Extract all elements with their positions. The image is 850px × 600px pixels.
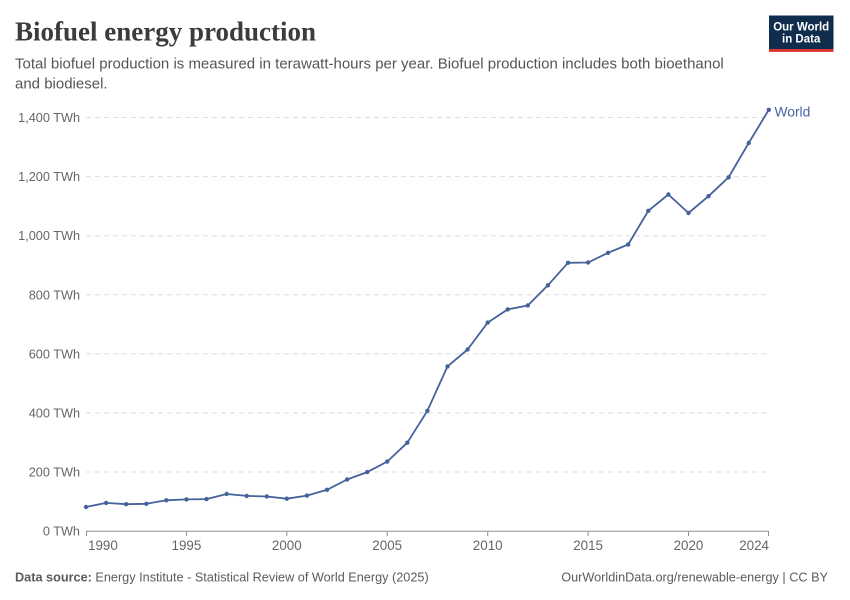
svg-text:400 TWh: 400 TWh (29, 406, 80, 420)
svg-text:2015: 2015 (573, 538, 603, 553)
svg-text:1990: 1990 (88, 538, 118, 553)
svg-text:Data source: Energy Institute: Data source: Energy Institute - Statisti… (15, 571, 429, 585)
svg-text:1,000 TWh: 1,000 TWh (18, 229, 80, 243)
svg-text:1995: 1995 (172, 538, 202, 553)
svg-text:in Data: in Data (782, 33, 821, 45)
svg-text:0 TWh: 0 TWh (43, 525, 80, 539)
svg-text:Biofuel energy production: Biofuel energy production (15, 17, 316, 47)
svg-text:2005: 2005 (372, 538, 402, 553)
svg-text:1,200 TWh: 1,200 TWh (18, 170, 80, 184)
svg-text:World: World (775, 105, 811, 120)
svg-text:Total biofuel production is me: Total biofuel production is measured in … (15, 56, 724, 73)
svg-text:600 TWh: 600 TWh (29, 347, 80, 361)
svg-text:2024: 2024 (739, 538, 769, 553)
svg-text:and biodiesel.: and biodiesel. (15, 76, 108, 93)
svg-text:2020: 2020 (674, 538, 704, 553)
svg-text:2010: 2010 (473, 538, 503, 553)
svg-text:Our World: Our World (773, 21, 829, 33)
svg-text:1,400 TWh: 1,400 TWh (18, 111, 80, 125)
svg-text:800 TWh: 800 TWh (29, 288, 80, 302)
svg-text:2000: 2000 (272, 538, 302, 553)
svg-text:200 TWh: 200 TWh (29, 466, 80, 480)
svg-text:OurWorldinData.org/renewable-e: OurWorldinData.org/renewable-energy | CC… (561, 571, 828, 585)
